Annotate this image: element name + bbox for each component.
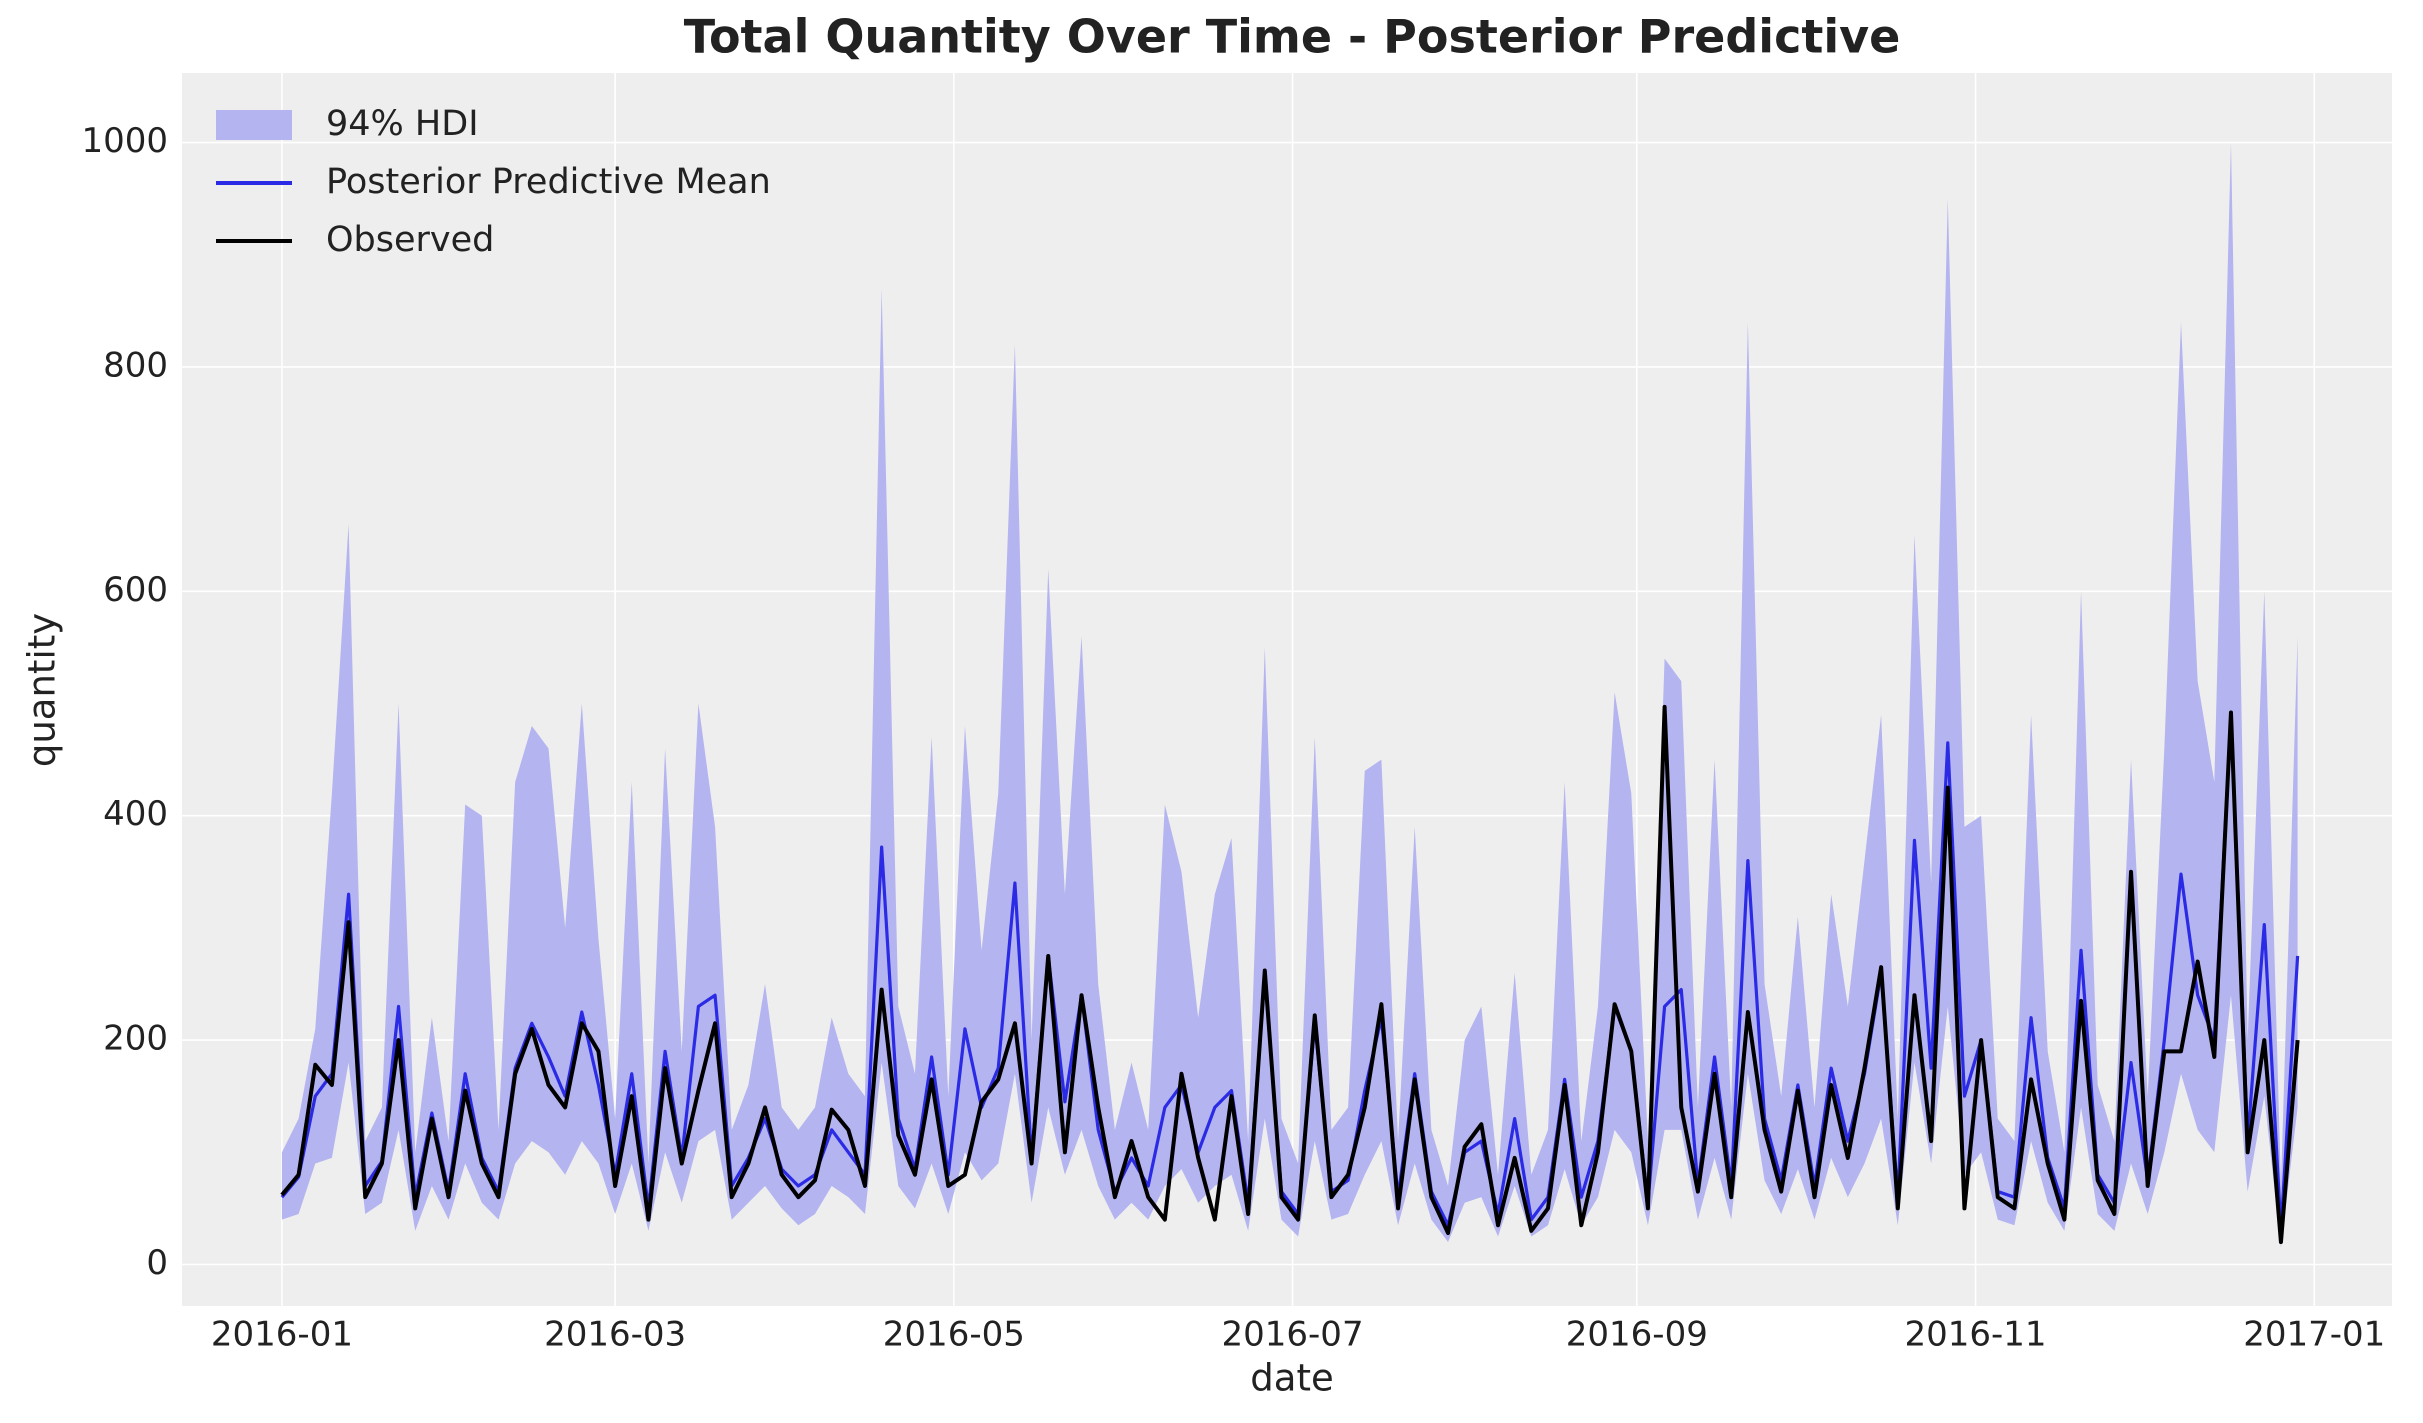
y-tick-label: 200 [103, 1019, 168, 1059]
y-tick-label: 0 [146, 1243, 168, 1283]
hdi-band [281, 142, 2298, 1248]
y-axis-label: quantity [21, 613, 64, 767]
chart-title: Total Quantity Over Time - Posterior Pre… [684, 10, 1901, 64]
x-tick-label: 2016-11 [1905, 1315, 2047, 1355]
x-tick-label: 2016-03 [544, 1315, 686, 1355]
legend-swatch [216, 110, 292, 140]
legend-text: 94% HDI [326, 104, 479, 144]
x-tick-label: 2016-05 [883, 1315, 1025, 1355]
series-line [280, 713, 2300, 1233]
y-tick-label: 1000 [81, 121, 168, 161]
legend-text: Posterior Predictive Mean [326, 162, 771, 202]
y-tick-label: 400 [103, 794, 168, 834]
x-axis-label: date [1250, 1357, 1333, 1400]
y-tick-label: 800 [103, 345, 168, 385]
y-tick-label: 600 [103, 570, 168, 610]
x-tick-label: 2016-09 [1566, 1315, 1708, 1355]
x-tick-label: 2017-01 [2243, 1315, 2385, 1355]
x-tick-label: 2016-07 [1222, 1315, 1364, 1355]
legend-text: Observed [326, 220, 494, 260]
x-tick-label: 2016-01 [211, 1315, 353, 1355]
series-line [280, 704, 2300, 1245]
